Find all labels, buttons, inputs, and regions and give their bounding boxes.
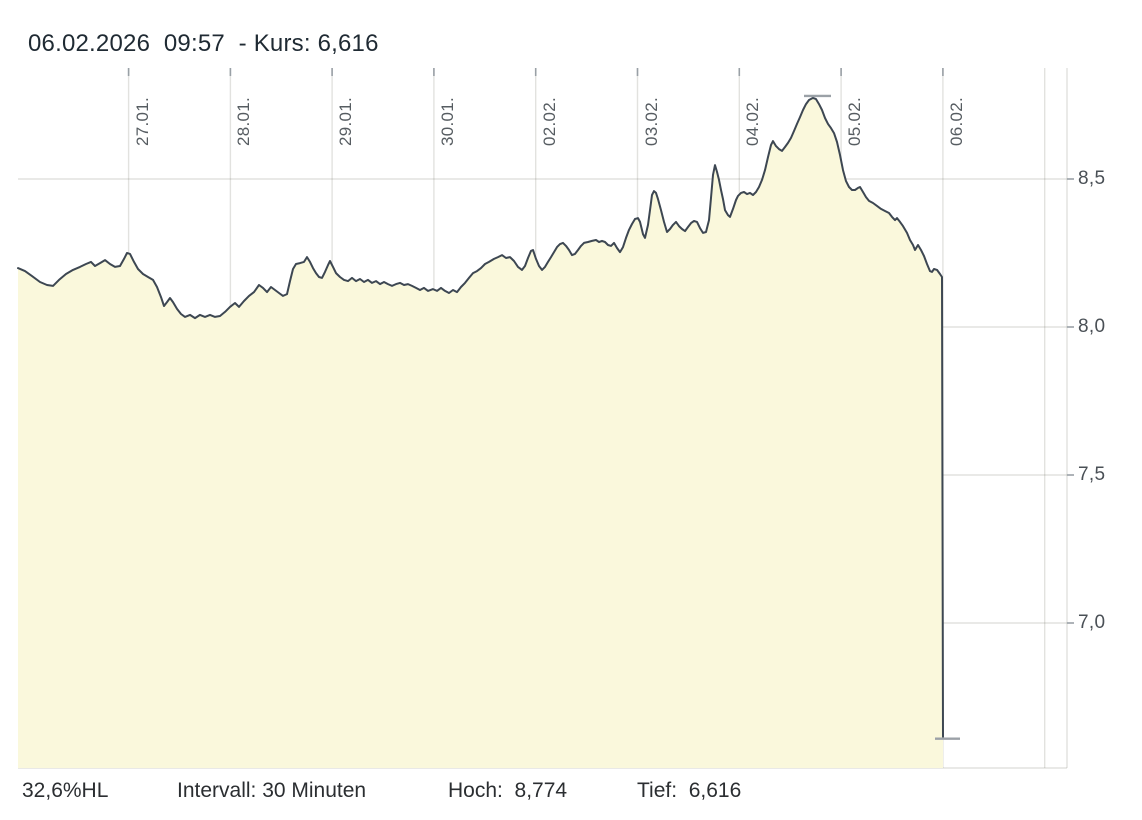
stat-range-hl: 32,6%HL xyxy=(22,779,109,802)
x-axis-label: 30.01. xyxy=(437,96,457,146)
y-axis-label: 7,0 xyxy=(1078,612,1106,633)
x-axis-label: 29.01. xyxy=(336,96,356,146)
x-axis-label: 28.01. xyxy=(234,96,254,146)
y-axis-label: 8,0 xyxy=(1078,316,1106,337)
x-axis-label: 05.02. xyxy=(845,96,865,146)
stat-low: Tief: 6,616 xyxy=(637,779,742,802)
x-axis-label: 04.02. xyxy=(743,96,763,146)
price-line xyxy=(17,96,944,738)
x-axis-label: 03.02. xyxy=(641,96,661,146)
chart-title: 06.02.2026 09:57 - Kurs: 6,616 xyxy=(28,30,379,57)
x-axis-label: 06.02. xyxy=(946,96,966,146)
stat-interval: Intervall: 30 Minuten xyxy=(177,779,367,802)
y-axis-label: 8,5 xyxy=(1078,168,1106,189)
area-fill xyxy=(18,97,943,768)
chart-footer: 32,6%HL Intervall: 30 Minuten Hoch: 8,77… xyxy=(0,779,1142,809)
y-axis-label: 7,5 xyxy=(1078,464,1106,485)
x-axis-label: 02.02. xyxy=(539,96,559,146)
stat-high: Hoch: 8,774 xyxy=(448,779,568,802)
x-axis-label: 27.01. xyxy=(132,96,152,146)
